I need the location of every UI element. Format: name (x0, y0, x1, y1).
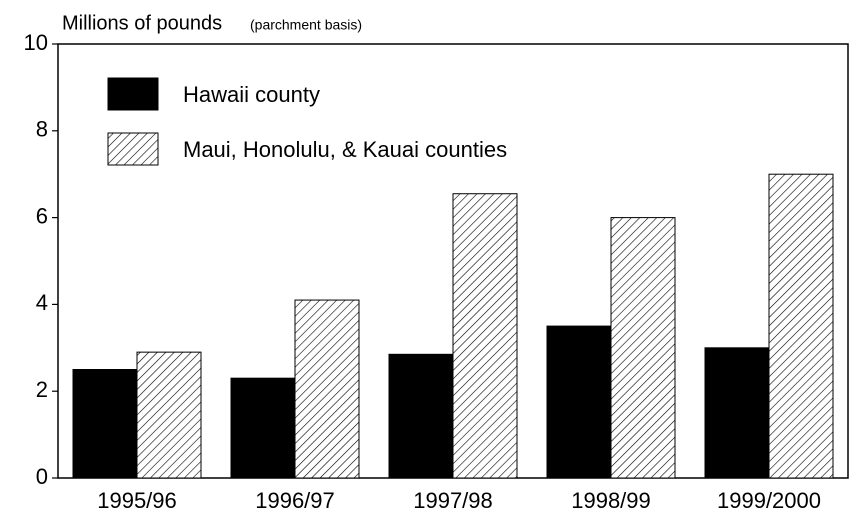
y-tick-label: 2 (36, 377, 48, 402)
bar (546, 325, 612, 479)
y-tick-label: 0 (36, 464, 48, 489)
bar (72, 369, 138, 479)
bar (230, 377, 296, 479)
y-tick-label: 6 (36, 203, 48, 228)
x-tick-label: 1998/99 (571, 488, 651, 513)
x-tick-label: 1997/98 (413, 488, 493, 513)
bar (294, 299, 360, 479)
bar (388, 353, 454, 479)
x-tick-label: 1999/2000 (717, 488, 821, 513)
legend-swatch (107, 77, 159, 111)
y-tick-label: 10 (24, 30, 48, 55)
bar (704, 347, 770, 479)
y-tick-label: 8 (36, 117, 48, 142)
x-tick-label: 1996/97 (255, 488, 335, 513)
legend-label: Hawaii county (183, 82, 320, 107)
legend-swatch (107, 132, 159, 166)
x-tick-label: 1995/96 (97, 488, 177, 513)
y-axis-title: Millions of pounds (62, 12, 222, 34)
y-tick-label: 4 (36, 290, 48, 315)
bar (452, 193, 518, 479)
y-axis-note: (parchment basis) (250, 17, 362, 33)
legend-label: Maui, Honolulu, & Kauai counties (183, 137, 507, 162)
bar (610, 217, 676, 479)
bar (136, 351, 202, 479)
bar (768, 173, 834, 479)
